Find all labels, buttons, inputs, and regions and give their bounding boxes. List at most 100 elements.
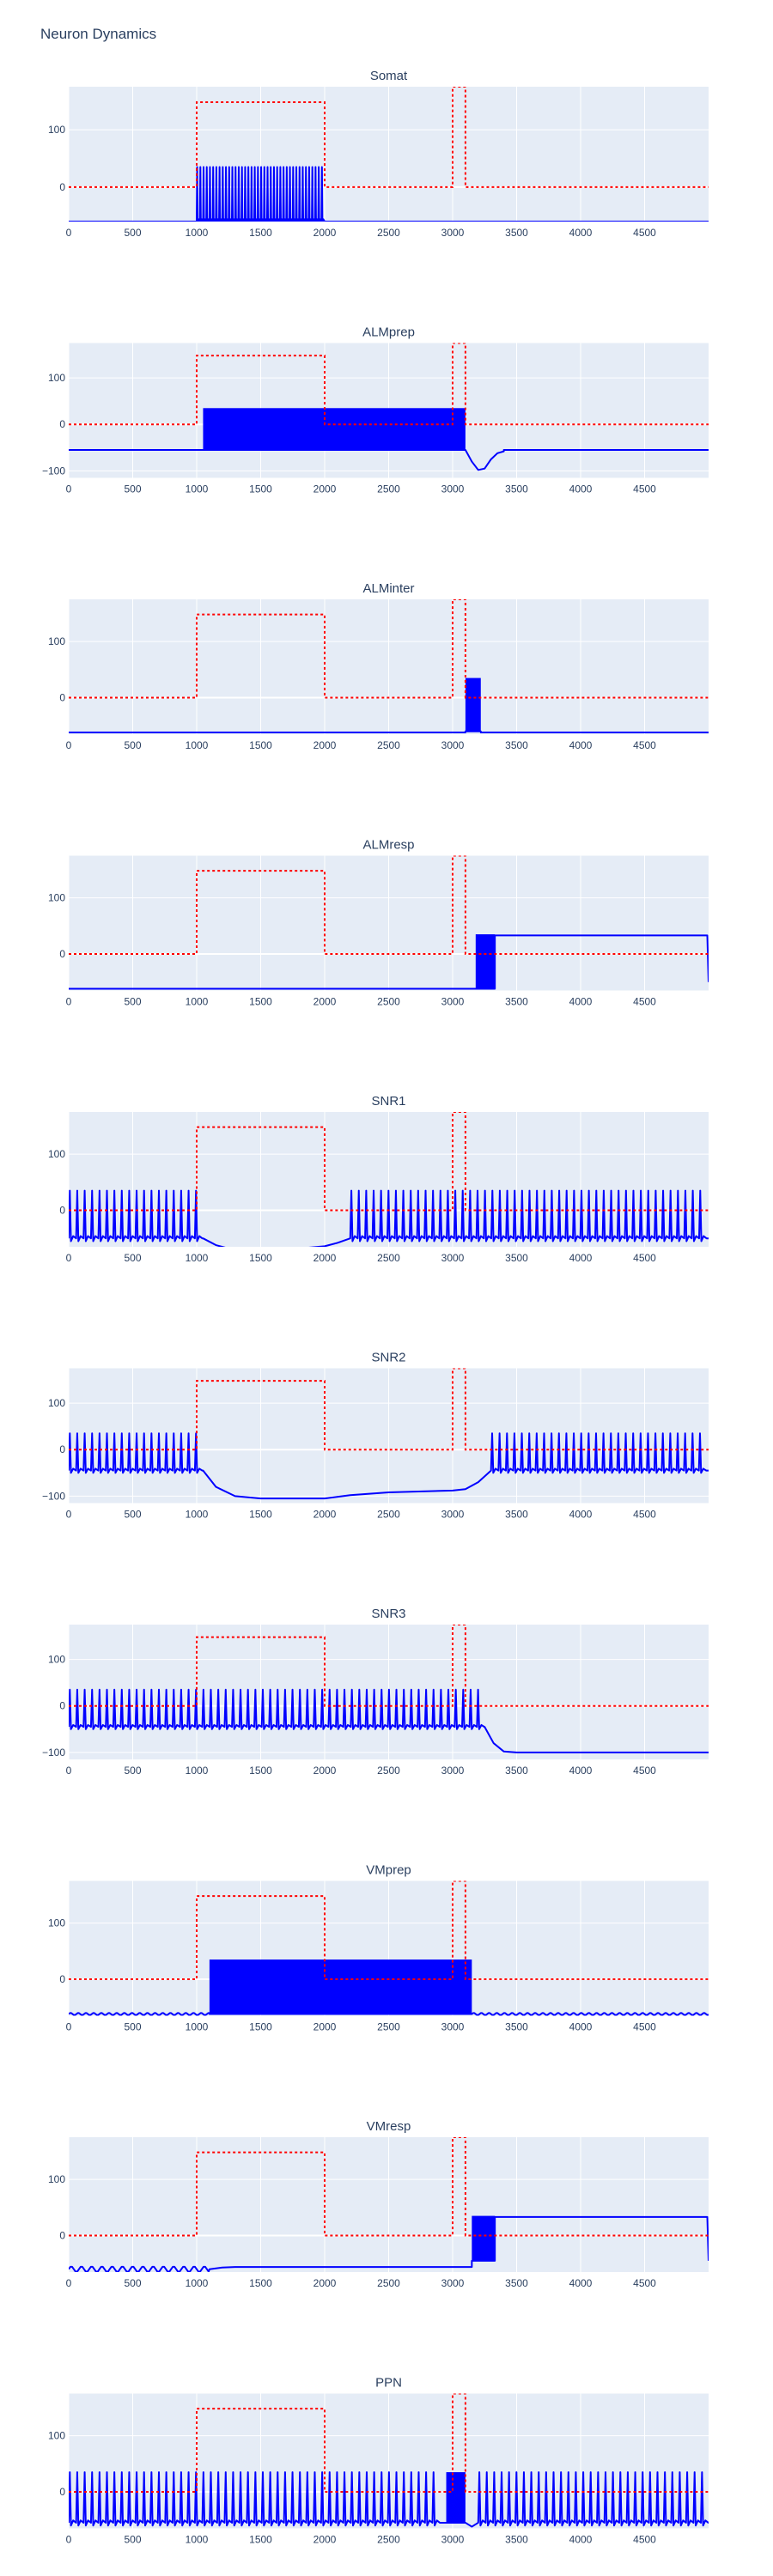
x-tick-label: 4000: [569, 996, 593, 1008]
plot-content: [69, 343, 709, 471]
x-tick-label: 4500: [633, 483, 656, 495]
x-tick-label: 1500: [249, 2021, 272, 2033]
x-tick-label: 1500: [249, 483, 272, 495]
x-tick-label: 2000: [313, 1765, 337, 1777]
x-tick-label: 2000: [313, 996, 337, 1008]
y-tick-label: 100: [48, 124, 65, 136]
membrane-potential-trace: [69, 1688, 709, 1753]
y-tick-label: 0: [59, 1204, 65, 1216]
x-tick-label: 2500: [377, 1509, 400, 1521]
x-tick-label: 500: [124, 1509, 141, 1521]
x-tick-label: 500: [124, 739, 141, 751]
x-tick-label: 3000: [441, 483, 465, 495]
x-tick-label: 500: [124, 996, 141, 1008]
x-tick-label: 3500: [505, 2277, 528, 2289]
spike-band: [472, 2215, 496, 2261]
y-tick-label: 0: [59, 1443, 65, 1455]
y-tick-label: 100: [48, 1654, 65, 1666]
y-tick-label: 0: [59, 948, 65, 960]
x-tick-label: 0: [66, 227, 72, 239]
y-tick-label: −100: [42, 1490, 65, 1502]
x-tick-label: 3000: [441, 739, 465, 751]
spike-band: [446, 2472, 466, 2523]
spike-band: [203, 408, 466, 451]
plot-content: [69, 1625, 709, 1753]
y-tick-label: 0: [59, 1973, 65, 1985]
x-tick-label: 1500: [249, 2534, 272, 2546]
x-tick-label: 3500: [505, 1765, 528, 1777]
x-tick-label: 0: [66, 2021, 72, 2033]
membrane-potential-trace: [69, 2012, 709, 2016]
x-tick-label: 1000: [186, 2534, 209, 2546]
x-tick-label: 4000: [569, 483, 593, 495]
chart-title: VMprep: [366, 1863, 411, 1878]
x-tick-label: 4000: [569, 2021, 593, 2033]
x-tick-label: 500: [124, 227, 141, 239]
stimulus-trace: [69, 87, 709, 188]
x-tick-label: 4000: [569, 739, 593, 751]
x-tick-label: 3500: [505, 1252, 528, 1264]
stimulus-trace: [69, 1880, 709, 1980]
x-tick-label: 500: [124, 483, 141, 495]
x-tick-label: 1500: [249, 739, 272, 751]
stimulus-trace: [69, 2393, 709, 2493]
x-tick-label: 1500: [249, 1252, 272, 1264]
y-tick-label: −100: [42, 465, 65, 477]
membrane-potential-trace: [69, 1189, 709, 1247]
x-tick-label: 4500: [633, 2534, 656, 2546]
x-tick-label: 3500: [505, 2021, 528, 2033]
x-tick-label: 4500: [633, 2021, 656, 2033]
x-tick-label: 1000: [186, 2021, 209, 2033]
x-tick-label: 2000: [313, 739, 337, 751]
stimulus-trace: [69, 1112, 709, 1212]
x-tick-label: 3000: [441, 227, 465, 239]
spike-band: [475, 934, 496, 989]
x-tick-label: 0: [66, 1252, 72, 1264]
plot-content: [69, 2137, 709, 2272]
x-tick-label: 2000: [313, 1509, 337, 1521]
membrane-potential-trace: [69, 2215, 709, 2272]
y-tick-label: 0: [59, 691, 65, 703]
stimulus-trace: [69, 343, 709, 426]
y-tick-label: 0: [59, 418, 65, 430]
x-tick-label: 2000: [313, 2534, 337, 2546]
x-tick-label: 4500: [633, 996, 656, 1008]
x-tick-label: 2000: [313, 227, 337, 239]
x-tick-label: 3000: [441, 1509, 465, 1521]
x-tick-label: 3500: [505, 996, 528, 1008]
x-tick-label: 4500: [633, 1765, 656, 1777]
y-tick-label: 0: [59, 2229, 65, 2241]
x-tick-label: 2500: [377, 996, 400, 1008]
y-tick-label: 0: [59, 1700, 65, 1712]
x-tick-label: 3000: [441, 2021, 465, 2033]
chart-title: VMresp: [367, 2119, 411, 2134]
x-tick-label: 3000: [441, 1252, 465, 1264]
x-tick-label: 1000: [186, 1509, 209, 1521]
x-tick-label: 1000: [186, 1252, 209, 1264]
x-tick-label: 3000: [441, 1765, 465, 1777]
plot-content: [69, 87, 709, 222]
x-tick-label: 500: [124, 1765, 141, 1777]
x-tick-label: 500: [124, 2277, 141, 2289]
stimulus-trace: [69, 1368, 709, 1451]
x-tick-label: 1500: [249, 2277, 272, 2289]
membrane-potential-trace: [69, 934, 709, 990]
stimulus-trace: [69, 2137, 709, 2237]
x-tick-label: 4000: [569, 227, 593, 239]
y-tick-label: −100: [42, 1747, 65, 1759]
x-tick-label: 0: [66, 2534, 72, 2546]
x-tick-label: 2500: [377, 2534, 400, 2546]
x-tick-label: 3500: [505, 1509, 528, 1521]
x-tick-label: 2500: [377, 2277, 400, 2289]
x-tick-label: 500: [124, 1252, 141, 1264]
y-tick-label: 100: [48, 1148, 65, 1160]
x-tick-label: 3500: [505, 483, 528, 495]
x-tick-label: 2500: [377, 1252, 400, 1264]
x-tick-label: 4000: [569, 1252, 593, 1264]
